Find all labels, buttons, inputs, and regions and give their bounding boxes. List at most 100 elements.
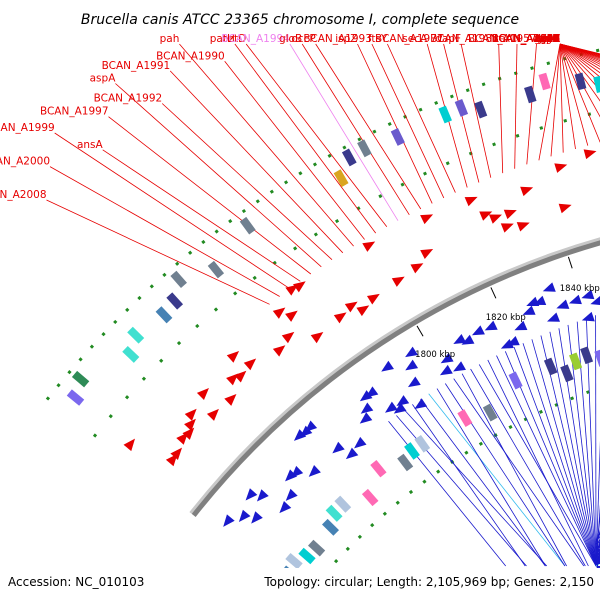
feature-tile bbox=[474, 100, 488, 119]
reverse-gene-arrow bbox=[471, 325, 485, 336]
feature-tile bbox=[239, 216, 256, 235]
reverse-gene-label: BCAN_A1964 bbox=[596, 549, 600, 561]
forward-gene-label: BCAN_A1957 bbox=[468, 33, 537, 45]
forward-gene-arrow bbox=[272, 345, 286, 357]
forward-leader-line bbox=[46, 199, 270, 305]
feature-tile bbox=[155, 306, 173, 324]
reverse-leader-line bbox=[470, 368, 586, 567]
forward-gene-arrow bbox=[184, 418, 196, 431]
forward-gene-arrow bbox=[184, 408, 197, 421]
reverse-leader-line bbox=[595, 503, 600, 567]
reverse-leader-line bbox=[388, 420, 507, 567]
reverse-leader-line bbox=[453, 378, 585, 567]
feature-tile bbox=[580, 346, 594, 365]
forward-leader-line bbox=[371, 43, 445, 199]
reverse-gene-arrow bbox=[291, 465, 304, 478]
forward-gene-label: BCAN_A2027 bbox=[491, 33, 560, 45]
feature-tile bbox=[71, 370, 90, 388]
forward-gene-label: BCAN_A1961 bbox=[491, 33, 560, 45]
forward-leader-line bbox=[559, 43, 600, 143]
feature-tile bbox=[454, 98, 469, 117]
forward-leader-line bbox=[559, 43, 600, 84]
reverse-gene-label: BCAN_A2011 bbox=[596, 562, 600, 574]
feature-tile bbox=[122, 345, 140, 363]
forward-leader-line bbox=[526, 43, 537, 165]
forward-gene-arrow bbox=[281, 331, 295, 344]
reverse-gene-arrow bbox=[304, 420, 318, 433]
forward-gene-label: ftsY bbox=[368, 33, 388, 45]
forward-leader-line bbox=[387, 43, 456, 193]
feature-tile bbox=[543, 357, 558, 376]
tick-mark bbox=[416, 325, 424, 337]
forward-leader-line bbox=[550, 43, 561, 157]
forward-leader-line bbox=[559, 43, 576, 150]
forward-gene-label: BCAN_A1992 bbox=[94, 93, 163, 105]
forward-gene-label: BCAN_A1968 bbox=[491, 33, 560, 45]
forward-gene-label: secA bbox=[402, 33, 428, 45]
forward-leader-line bbox=[460, 43, 492, 178]
forward-gene-label: BCAN_A2017 bbox=[491, 33, 560, 45]
forward-gene-label: BCAN_A2064 bbox=[491, 33, 560, 45]
forward-gene-label: BCAN_A2018 bbox=[491, 33, 560, 45]
forward-gene-labels: BCAN_A2008 BCAN_A2000 BCAN_A1999 ansA BCAN_A… bbox=[0, 33, 561, 201]
forward-gene-label: ispZ bbox=[335, 33, 357, 45]
tick-mark bbox=[567, 256, 573, 269]
reverse-leader-line bbox=[504, 351, 597, 567]
forward-gene-label: BCAN_A1937 bbox=[491, 33, 560, 45]
forward-gene-label: BCAN_A2024 bbox=[491, 33, 560, 45]
reverse-gene-arrow bbox=[533, 295, 547, 306]
reverse-leader-line bbox=[567, 324, 597, 567]
reverse-gene-arrow bbox=[285, 488, 298, 501]
forward-leader-line bbox=[102, 149, 301, 282]
feature-tile bbox=[207, 260, 225, 279]
feature-tile bbox=[361, 488, 379, 507]
reverse-gene-label: rimM bbox=[596, 543, 600, 555]
tick-label: 1840 kbp bbox=[560, 284, 600, 294]
reverse-gene-label: BCAN_A1984 bbox=[596, 541, 600, 553]
reverse-leader-line bbox=[396, 415, 527, 567]
feature-tile bbox=[574, 72, 587, 91]
forward-gene-arrow bbox=[362, 241, 376, 252]
reverse-gene-arrow bbox=[453, 361, 466, 372]
feature-tile bbox=[285, 552, 303, 570]
forward-gene-label: lysA bbox=[538, 33, 561, 45]
forward-gene-label: BCAN_A1990 bbox=[156, 50, 225, 62]
forward-gene-arrow bbox=[516, 222, 530, 232]
forward-leader-line bbox=[559, 43, 600, 59]
reverse-gene-arrow bbox=[581, 289, 595, 300]
forward-gene-label: argH bbox=[535, 33, 560, 45]
forward-gene-label: BCAN_A1997 bbox=[40, 106, 109, 118]
reverse-leader-lines bbox=[388, 315, 600, 567]
reverse-gene-arrow bbox=[245, 488, 258, 501]
forward-gene-arrow bbox=[488, 214, 502, 224]
forward-gene-label: BCAN_A1999 bbox=[0, 122, 55, 134]
chromosome-backbone bbox=[189, 237, 600, 517]
forward-gene-label: ansA bbox=[77, 139, 104, 151]
feature-tile bbox=[524, 85, 537, 104]
reverse-leader-line bbox=[436, 388, 546, 567]
reverse-leader-line bbox=[404, 409, 548, 567]
forward-gene-label: BCAN_A2008 bbox=[0, 189, 47, 201]
forward-gene-label: hisC bbox=[538, 33, 560, 45]
inner-dot-track bbox=[300, 386, 600, 600]
forward-gene-label: BCAN_A1981 bbox=[430, 33, 499, 45]
forward-gene-label: aspA bbox=[90, 73, 117, 85]
forward-gene-arrow bbox=[391, 276, 405, 287]
reverse-gene-label: BCAN_A1953 bbox=[596, 562, 600, 574]
reverse-gene-arrow bbox=[393, 402, 407, 414]
reverse-gene-arrow bbox=[359, 390, 373, 402]
reverse-gene-label: BCAN_A1936 bbox=[596, 543, 600, 555]
feature-tile bbox=[325, 504, 343, 522]
forward-leader-line bbox=[559, 43, 600, 118]
forward-gene-label: aqpZ bbox=[533, 33, 560, 45]
reverse-gene-arrow bbox=[439, 364, 453, 376]
summary-text: Topology: circular; Length: 2,105,969 bp… bbox=[263, 575, 594, 589]
forward-gene-label: BCAN_A1994 bbox=[221, 33, 290, 45]
forward-gene-label: BCAN_A2056 bbox=[491, 33, 560, 45]
feature-tile bbox=[298, 547, 316, 565]
forward-gene-label: gpsA bbox=[534, 33, 561, 45]
forward-leader-line bbox=[559, 43, 600, 74]
reverse-gene-arrow bbox=[385, 401, 398, 413]
forward-leader-lines bbox=[46, 43, 600, 305]
forward-strand-genes bbox=[123, 149, 597, 467]
